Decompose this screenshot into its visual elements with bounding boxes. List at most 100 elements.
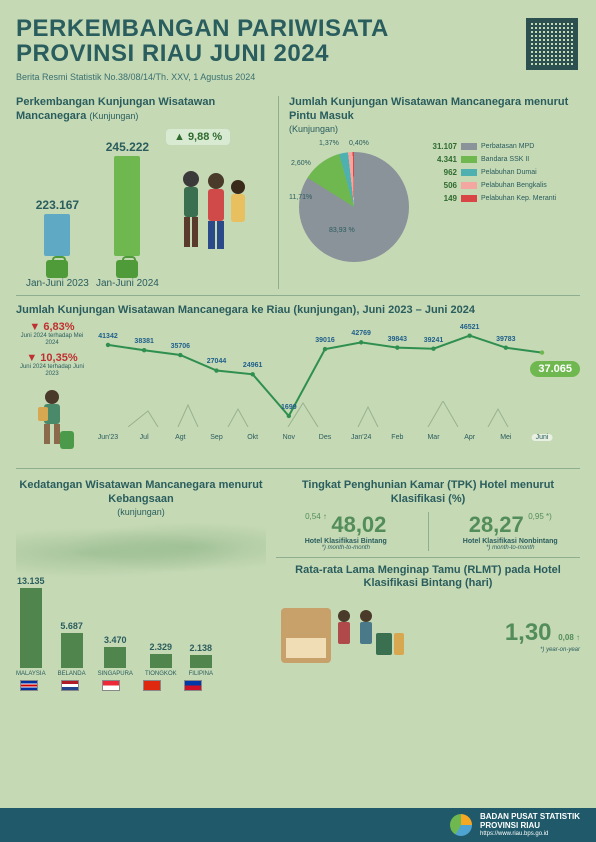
kebangsaan-country: SINGAPURA xyxy=(98,671,133,677)
tpk-nonbintang-value: 28,27 xyxy=(469,512,524,537)
line-point-label: 39241 xyxy=(424,337,443,344)
line-point-label: 1699 xyxy=(281,404,297,411)
delta-value: ▼ 6,83% xyxy=(16,321,88,333)
delta-desc: Juni 2024 terhadap Juni 2023 xyxy=(16,364,88,377)
bar-compare-section: Perkembangan Kunjungan Wisatawan Mancane… xyxy=(16,96,266,288)
qr-code xyxy=(526,18,578,70)
legend-row: 4.341 Bandara SSK II xyxy=(427,155,580,164)
tpk-nonbintang: 28,27 0,95 *) Hotel Klasifikasi Nonbinta… xyxy=(441,512,581,551)
line-month-tick: Mei xyxy=(500,434,511,441)
kebangsaan-bar xyxy=(20,588,42,668)
line-point-label: 46521 xyxy=(460,324,479,331)
kebangsaan-value: 5.687 xyxy=(60,621,83,631)
line-point-label: 38381 xyxy=(134,338,153,345)
legend-row: 149 Pelabuhan Kep. Meranti xyxy=(427,194,580,203)
bar-compare-unit: (Kunjungan) xyxy=(89,111,138,121)
tpk-title: Tingkat Penghunian Kamar (TPK) Hotel men… xyxy=(276,479,580,505)
line-month-tick: Mar xyxy=(427,434,439,441)
line-chart: 37.065 413423838135706270442496116993901… xyxy=(88,321,580,441)
legend-name: Bandara SSK II xyxy=(481,156,529,163)
legend-swatch xyxy=(461,182,477,189)
flag-icon xyxy=(184,680,202,691)
line-point-label: 42769 xyxy=(351,330,370,337)
line-title: Jumlah Kunjungan Wisatawan Mancanegara k… xyxy=(16,304,580,317)
line-month-tick: Apr xyxy=(464,434,475,441)
pie-slice-label: 1,37% xyxy=(319,140,339,147)
kebangsaan-item: 5.687 BELANDA xyxy=(58,621,86,677)
legend-swatch xyxy=(461,156,477,163)
legend-value: 506 xyxy=(427,181,457,190)
flag-icon xyxy=(61,680,79,691)
pie-title: Jumlah Kunjungan Wisatawan Mancanegara m… xyxy=(289,96,568,121)
page-subtitle: Berita Resmi Statistik No.38/08/14/Th. X… xyxy=(16,72,580,82)
pie-section: Jumlah Kunjungan Wisatawan Mancanegara m… xyxy=(278,96,580,288)
world-map-decoration xyxy=(16,523,266,583)
kebangsaan-country: MALAYSIA xyxy=(16,671,46,677)
tourists-illustration xyxy=(156,159,256,279)
line-month-tick: Juni xyxy=(532,434,553,441)
kebangsaan-item: 13.135 MALAYSIA xyxy=(16,576,46,677)
line-section: Jumlah Kunjungan Wisatawan Mancanegara k… xyxy=(16,304,580,463)
legend-row: 962 Pelabuhan Dumai xyxy=(427,168,580,177)
flag-icon xyxy=(102,680,120,691)
pie-slice-label: 0,40% xyxy=(349,140,369,147)
hotel-lobby-illustration xyxy=(276,598,406,673)
legend-swatch xyxy=(461,143,477,150)
legend-row: 506 Pelabuhan Bengkalis xyxy=(427,181,580,190)
line-point-label: 39783 xyxy=(496,336,515,343)
line-point-label: 41342 xyxy=(98,333,117,340)
title-line2: PROVINSI RIAU JUNI 2024 xyxy=(16,41,580,66)
bar-a xyxy=(44,214,70,256)
delta-box: ▼ 10,35% Juni 2024 terhadap Juni 2023 xyxy=(16,352,88,377)
kebangsaan-bars: 13.135 MALAYSIA5.687 BELANDA3.470 SINGAP… xyxy=(16,587,266,677)
traveler-illustration xyxy=(22,387,82,457)
pie-legend: 31.107 Perbatasan MPD4.341 Bandara SSK I… xyxy=(427,142,580,272)
kebangsaan-value: 3.470 xyxy=(104,635,127,645)
pie-chart: 83,93 % 11,71% 2,60% 1,37% 0,40% xyxy=(289,142,419,272)
kebangsaan-country: FILIPINA xyxy=(189,671,213,677)
rlmt-value: 1,30 xyxy=(505,619,552,646)
kebangsaan-item: 3.470 SINGAPURA xyxy=(98,635,133,677)
delta-value: ▼ 10,35% xyxy=(16,352,88,364)
bps-logo-icon xyxy=(450,814,472,836)
pie-circle xyxy=(299,152,409,262)
tpk-nonbintang-delta: 0,95 *) xyxy=(528,512,552,521)
tpk-bintang: 0,54 ↑ 48,02 Hotel Klasifikasi Bintang *… xyxy=(276,512,416,551)
flag-icon xyxy=(20,680,38,691)
line-month-tick: Des xyxy=(319,434,331,441)
footer-url: https://www.riau.bps.go.id xyxy=(480,831,580,838)
tpk-nonbintang-note: *) month-to-month xyxy=(441,545,581,551)
kebangsaan-bar xyxy=(190,655,212,668)
line-deltas: ▼ 6,83% Juni 2024 terhadap Mei 2024 ▼ 10,… xyxy=(16,321,88,377)
flag-strip xyxy=(16,680,266,691)
line-month-tick: Agt xyxy=(175,434,186,441)
legend-name: Perbatasan MPD xyxy=(481,143,534,150)
legend-swatch xyxy=(461,195,477,202)
bar-b xyxy=(114,156,140,256)
kebangsaan-title: Kedatangan Wisatawan Mancanegara menurut… xyxy=(19,479,262,504)
pie-slice-label: 2,60% xyxy=(291,160,311,167)
footer: BADAN PUSAT STATISTIK PROVINSI RIAU http… xyxy=(0,808,596,842)
pie-slice-label: 11,71% xyxy=(289,194,312,201)
bar-a-value: 223.167 xyxy=(36,198,79,212)
rlmt-note: *) year-on-year xyxy=(414,647,580,653)
legend-name: Pelabuhan Kep. Meranti xyxy=(481,195,556,202)
tpk-bintang-delta: 0,54 ↑ xyxy=(305,512,327,521)
growth-badge: ▲ 9,88 % xyxy=(166,129,230,145)
line-month-tick: Feb xyxy=(391,434,403,441)
legend-name: Pelabuhan Dumai xyxy=(481,169,537,176)
legend-name: Pelabuhan Bengkalis xyxy=(481,182,547,189)
line-point-label: 35706 xyxy=(171,343,190,350)
kebangsaan-value: 2.138 xyxy=(190,643,213,653)
tpk-bintang-value: 48,02 xyxy=(331,512,386,537)
legend-value: 962 xyxy=(427,168,457,177)
kebangsaan-section: Kedatangan Wisatawan Mancanegara menurut… xyxy=(16,479,266,691)
tpk-nonbintang-label: Hotel Klasifikasi Nonbintang xyxy=(441,538,581,545)
pie-slice-label: 83,93 % xyxy=(329,227,355,234)
tpk-bintang-label: Hotel Klasifikasi Bintang xyxy=(276,538,416,545)
suitcase-icon xyxy=(46,260,68,278)
delta-box: ▼ 6,83% Juni 2024 terhadap Mei 2024 xyxy=(16,321,88,346)
title-line1: PERKEMBANGAN PARIWISATA xyxy=(16,16,580,41)
line-month-tick: Okt xyxy=(247,434,258,441)
line-point-label: 27044 xyxy=(207,358,226,365)
